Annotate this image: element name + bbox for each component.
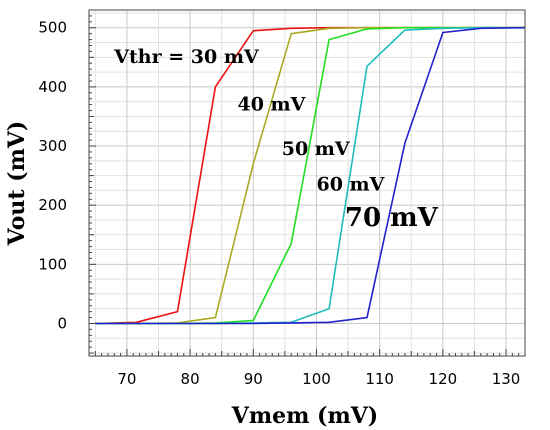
x-tick-labels: 70 80 90 100 110 120 130 (117, 370, 520, 388)
annotation-label: 60 mV (316, 173, 385, 195)
plot-frame (88, 9, 526, 357)
y-axis-title: Vout (mV) (4, 121, 30, 247)
y-tick-label: 500 (38, 19, 67, 37)
series-group (95, 26, 526, 325)
y-tick-labels: 0 100 200 300 400 500 (38, 19, 67, 333)
x-tick-label: 70 (117, 370, 136, 388)
y-tick-label: 300 (38, 137, 67, 155)
x-tick-label: 80 (181, 370, 200, 388)
series-line-5 (95, 26, 526, 325)
x-tick-label: 120 (429, 370, 458, 388)
y-tick-label: 0 (57, 314, 67, 332)
annotations: Vthr = 30 mV 40 mV 50 mV 60 mV 70 mV (113, 46, 438, 233)
x-tick-label: 100 (302, 370, 331, 388)
x-tick-label: 130 (492, 370, 521, 388)
x-tick-label: 90 (244, 370, 263, 388)
x-axis-title: Vmem (mV) (231, 403, 378, 429)
y-tick-label: 200 (38, 196, 67, 214)
y-tick-label: 400 (38, 78, 67, 96)
annotation-label: 40 mV (237, 94, 306, 116)
annotation-label: 50 mV (282, 138, 351, 160)
y-tick-label: 100 (38, 255, 67, 273)
tick-marks (88, 15, 526, 356)
annotation-label: 70 mV (345, 203, 439, 233)
annotation-label: Vthr = 30 mV (113, 46, 260, 68)
x-tick-label: 110 (365, 370, 394, 388)
plot-background (89, 10, 525, 356)
